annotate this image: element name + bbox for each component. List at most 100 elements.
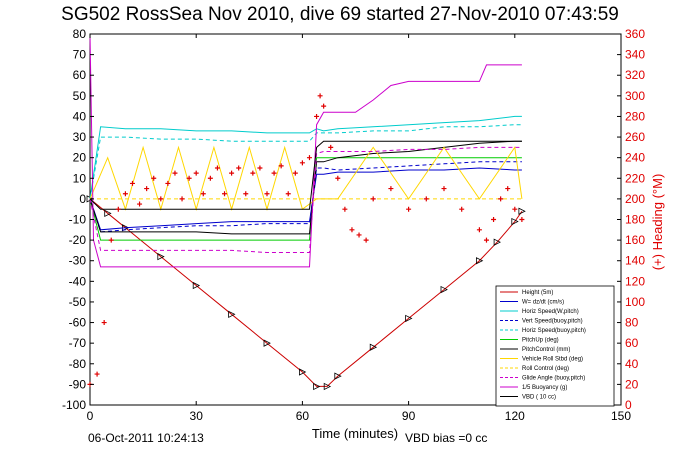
- heading-point: [342, 206, 348, 212]
- legend-label: Glide Angle (buoy,pitch): [522, 376, 585, 382]
- left-axis: 80 70 60 50 40 30 20 10 0 -10 -20 -30 -40 -50 -60 -70 -8…: [62, 27, 94, 412]
- series-line-4: [89, 124, 522, 199]
- right-tick-label: 140: [625, 254, 645, 268]
- heading-point: [214, 165, 220, 171]
- height-marker: [104, 209, 112, 217]
- y-tick-label: 50: [73, 89, 87, 103]
- series-line-2: [89, 115, 522, 199]
- heading-point: [243, 191, 249, 197]
- heading-point: [264, 191, 270, 197]
- heading-point: [321, 103, 327, 109]
- y-tick-label: -40: [69, 274, 87, 288]
- height-marker: [313, 382, 321, 391]
- right-axis: 3603403203002802602402202001801601401201…: [617, 27, 645, 412]
- y-tick-label: -10: [69, 213, 87, 227]
- heading-layer: [87, 93, 525, 387]
- y-tick-label: 70: [73, 48, 87, 62]
- height-marker: [323, 382, 332, 391]
- heading-point: [186, 175, 192, 181]
- legend-label: Vert Speed(buoy,pitch): [522, 319, 583, 325]
- y-tick-label: 20: [73, 151, 87, 165]
- right-tick-label: 340: [625, 48, 645, 62]
- series-line-10: [89, 33, 522, 268]
- heading-point: [222, 191, 228, 197]
- right-tick-label: 40: [625, 357, 639, 371]
- heading-point: [115, 206, 121, 212]
- legend-label: Height (5m): [522, 290, 553, 296]
- height-marker: [299, 368, 307, 376]
- height-marker: [493, 238, 501, 246]
- y-tick-label: 40: [73, 109, 87, 123]
- series-layer: [86, 33, 526, 391]
- y-tick-label: -100: [62, 398, 86, 412]
- height-marker: [334, 372, 342, 380]
- height-marker: [263, 339, 271, 347]
- right-tick-label: 240: [625, 151, 645, 165]
- x-tick-label: 30: [190, 409, 204, 423]
- heading-point: [229, 170, 235, 176]
- right-tick-label: 80: [625, 316, 639, 330]
- heading-point: [314, 113, 320, 119]
- x-tick-label: 120: [505, 409, 525, 423]
- heading-point: [483, 237, 489, 243]
- heading-point: [236, 165, 242, 171]
- series-line-11: [89, 140, 522, 210]
- right-tick-label: 0: [625, 398, 632, 412]
- heading-point: [476, 227, 482, 233]
- heading-point: [317, 93, 323, 99]
- right-tick-label: 320: [625, 68, 645, 82]
- heading-point: [356, 232, 362, 238]
- heading-point: [158, 196, 164, 202]
- height-marker: [157, 252, 165, 261]
- heading-point: [207, 175, 213, 181]
- right-tick-label: 300: [625, 89, 645, 103]
- legend-label: W= dz/dt (cm/s): [522, 300, 564, 306]
- height-marker: [440, 285, 448, 294]
- heading-point: [349, 227, 355, 233]
- heading-point: [292, 170, 298, 176]
- heading-point: [498, 196, 504, 202]
- heading-point: [491, 217, 497, 222]
- y-tick-label: -30: [69, 254, 87, 268]
- heading-point: [257, 165, 263, 171]
- heading-point: [285, 191, 291, 197]
- legend-label: Roll Control (deg): [522, 366, 569, 372]
- heading-point: [122, 191, 128, 197]
- x-axis-label: Time (minutes): [312, 426, 398, 441]
- heading-point: [519, 217, 525, 222]
- legend-label: Horiz Speed(W,pitch): [522, 309, 579, 315]
- heading-point: [441, 186, 447, 192]
- x-axis: 0 30 60 90 120 150: [87, 34, 631, 423]
- heading-point: [94, 371, 100, 377]
- x-tick-label: 90: [402, 409, 416, 423]
- heading-point: [101, 320, 107, 326]
- height-marker: [369, 343, 378, 351]
- legend-label: 1/5 Buoyancy (g): [522, 385, 567, 391]
- x-tick-label: 150: [611, 409, 631, 423]
- right-tick-label: 120: [625, 274, 645, 288]
- y-tick-label: -80: [69, 357, 87, 371]
- legend-label: Horiz Speed(buoy,pitch): [522, 328, 586, 334]
- heading-point: [388, 186, 394, 192]
- y-tick-label: 0: [79, 192, 86, 206]
- heading-point: [151, 175, 157, 181]
- right-axis-label: (+) Heading (°M): [650, 174, 665, 271]
- x-tick-label: 60: [296, 409, 310, 423]
- y-tick-label: -90: [69, 377, 87, 391]
- legend-label: PitchUp (deg): [522, 338, 559, 344]
- heading-point: [459, 206, 465, 212]
- y-tick-label: -70: [69, 336, 87, 350]
- right-tick-label: 160: [625, 233, 645, 247]
- right-tick-label: 180: [625, 213, 645, 227]
- legend-box: [495, 285, 615, 407]
- heading-point: [306, 155, 312, 161]
- right-tick-label: 220: [625, 171, 645, 185]
- series-line-0: [89, 198, 523, 387]
- height-marker: [192, 281, 201, 290]
- height-marker: [511, 217, 519, 226]
- plot-area: [86, 33, 622, 406]
- heading-point: [179, 196, 185, 202]
- legend-label: Vehicle Roll Stbd (deg): [522, 357, 583, 363]
- heading-point: [363, 237, 369, 243]
